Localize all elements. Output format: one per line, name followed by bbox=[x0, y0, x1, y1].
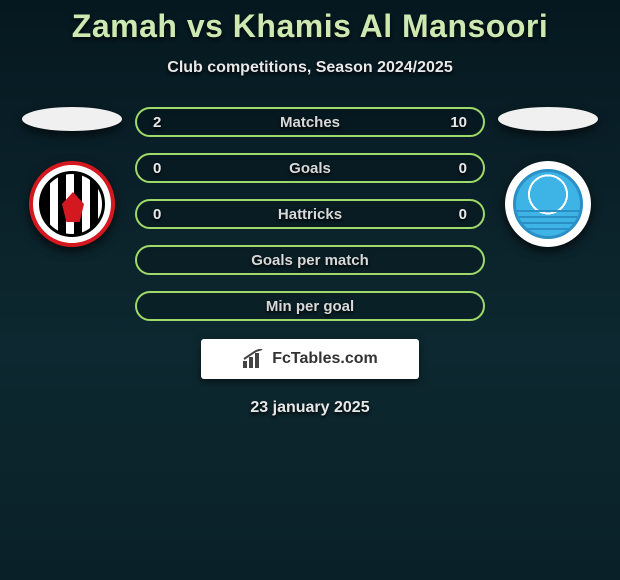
chart-icon bbox=[242, 349, 266, 369]
stats-column: 2 Matches 10 0 Goals 0 0 Hattricks 0 Goa… bbox=[135, 107, 485, 321]
stat-right-value: 0 bbox=[447, 160, 467, 177]
stat-label: Min per goal bbox=[266, 298, 354, 315]
left-club-badge-inner bbox=[39, 171, 105, 237]
stat-left-value: 2 bbox=[153, 114, 173, 131]
stat-row-goals: 0 Goals 0 bbox=[135, 153, 485, 183]
stat-label: Goals bbox=[289, 160, 331, 177]
left-player-silhouette bbox=[22, 107, 122, 131]
right-player-silhouette bbox=[498, 107, 598, 131]
right-club-badge bbox=[505, 161, 591, 247]
subtitle: Club competitions, Season 2024/2025 bbox=[0, 59, 620, 77]
page-title: Zamah vs Khamis Al Mansoori bbox=[0, 8, 620, 45]
left-player-column bbox=[17, 107, 127, 247]
watermark-text: FcTables.com bbox=[272, 350, 378, 368]
stat-label: Matches bbox=[280, 114, 340, 131]
stat-left-value: 0 bbox=[153, 206, 173, 223]
stat-row-matches: 2 Matches 10 bbox=[135, 107, 485, 137]
right-player-column bbox=[493, 107, 603, 247]
stat-row-goals-per-match: Goals per match bbox=[135, 245, 485, 275]
stat-row-min-per-goal: Min per goal bbox=[135, 291, 485, 321]
watermark[interactable]: FcTables.com bbox=[201, 339, 419, 379]
date-text: 23 january 2025 bbox=[0, 399, 620, 417]
left-club-badge bbox=[29, 161, 115, 247]
stat-right-value: 10 bbox=[447, 114, 467, 131]
comparison-card: Zamah vs Khamis Al Mansoori Club competi… bbox=[0, 0, 620, 417]
right-club-badge-inner bbox=[513, 169, 583, 239]
stat-label: Goals per match bbox=[251, 252, 369, 269]
stat-label: Hattricks bbox=[278, 206, 342, 223]
stat-left-value: 0 bbox=[153, 160, 173, 177]
stat-row-hattricks: 0 Hattricks 0 bbox=[135, 199, 485, 229]
main-row: 2 Matches 10 0 Goals 0 0 Hattricks 0 Goa… bbox=[0, 107, 620, 321]
stat-right-value: 0 bbox=[447, 206, 467, 223]
